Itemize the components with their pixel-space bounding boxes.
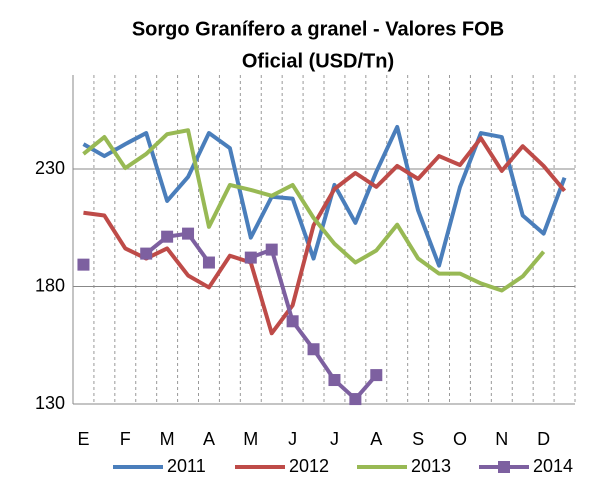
marker bbox=[286, 315, 299, 328]
x-tick-label: O bbox=[453, 429, 467, 449]
marker bbox=[140, 247, 153, 260]
x-tick-label: A bbox=[203, 429, 215, 449]
x-tick-label: D bbox=[537, 429, 550, 449]
marker bbox=[328, 374, 341, 387]
series-line bbox=[82, 124, 567, 268]
x-tick-label: F bbox=[120, 429, 131, 449]
legend-marker bbox=[498, 461, 510, 473]
x-tick-label: J bbox=[288, 429, 297, 449]
y-tick-label: 230 bbox=[35, 158, 65, 178]
legend-label: 2012 bbox=[289, 456, 329, 476]
marker bbox=[182, 227, 195, 240]
marker bbox=[244, 251, 257, 264]
legend-label: 2013 bbox=[411, 456, 451, 476]
legend-label: 2011 bbox=[167, 456, 206, 476]
x-tick-label: E bbox=[77, 429, 89, 449]
series-line bbox=[83, 136, 567, 336]
marker bbox=[307, 343, 320, 356]
marker bbox=[77, 258, 90, 271]
x-tick-label: A bbox=[370, 429, 382, 449]
chart-title: Sorgo Granífero a granel - Valores FOB bbox=[132, 18, 504, 40]
legend-label: 2014 bbox=[533, 456, 573, 476]
x-tick-label: J bbox=[330, 429, 339, 449]
marker bbox=[370, 369, 383, 382]
marker bbox=[161, 230, 174, 243]
x-tick-label: S bbox=[412, 429, 424, 449]
y-tick-label: 130 bbox=[35, 393, 65, 413]
marker bbox=[265, 243, 278, 256]
chart-subtitle: Oficial (USD/Tn) bbox=[242, 50, 394, 72]
x-tick-label: M bbox=[160, 429, 175, 449]
marker bbox=[349, 393, 362, 406]
marker bbox=[202, 256, 215, 269]
series-line bbox=[82, 128, 546, 293]
x-tick-label: M bbox=[243, 429, 258, 449]
y-tick-label: 180 bbox=[35, 275, 65, 295]
x-tick-label: N bbox=[495, 429, 508, 449]
